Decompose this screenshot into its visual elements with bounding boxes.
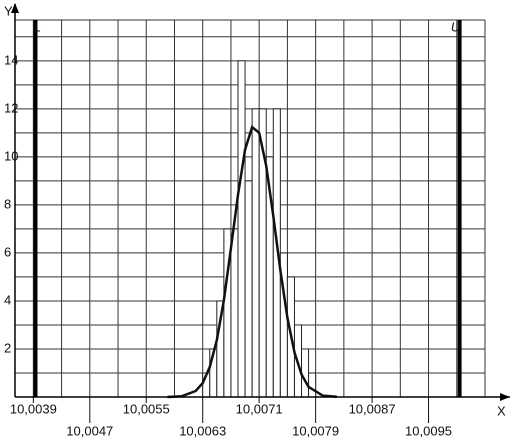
y-tick-label: 14 bbox=[4, 52, 18, 67]
x-tick-label: 10,0055 bbox=[123, 401, 170, 416]
y-tick-label: 6 bbox=[4, 244, 11, 259]
y-tick-label: 8 bbox=[4, 196, 11, 211]
bar bbox=[251, 108, 260, 398]
x-axis-label: X bbox=[497, 403, 506, 418]
y-tick-label: 2 bbox=[4, 340, 11, 355]
limit-label: U bbox=[451, 19, 461, 34]
limit-label: L bbox=[34, 19, 41, 34]
bar bbox=[237, 60, 246, 398]
y-tick-label: 12 bbox=[4, 100, 18, 115]
x-tick-label: 10,0047 bbox=[66, 423, 113, 438]
bar bbox=[230, 228, 239, 398]
bar bbox=[301, 348, 310, 398]
x-tick-label: 10,0039 bbox=[10, 401, 57, 416]
bar bbox=[244, 180, 253, 398]
x-tick-label: 10,0087 bbox=[349, 401, 396, 416]
y-axis-label: Y bbox=[4, 3, 13, 18]
y-tick-label: 10 bbox=[4, 148, 18, 163]
x-tick-label: 10,0079 bbox=[292, 423, 339, 438]
x-tick-label: 10,0071 bbox=[236, 401, 283, 416]
fit-curve bbox=[167, 124, 337, 399]
x-arrow bbox=[500, 393, 510, 401]
bar bbox=[308, 372, 317, 398]
x-tick-label: 10,0063 bbox=[179, 423, 226, 438]
y-tick-label: 4 bbox=[4, 292, 11, 307]
x-tick-label: 10,0095 bbox=[405, 423, 452, 438]
y-arrow bbox=[11, 3, 19, 13]
